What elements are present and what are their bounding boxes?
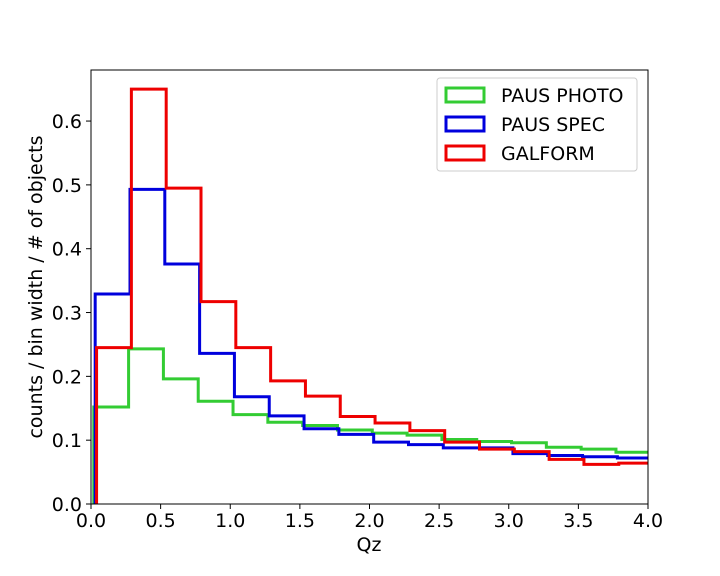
x-tick-label: 1.5 (285, 510, 315, 532)
legend-label-0: PAUS PHOTO (501, 85, 624, 107)
y-tick-label: 0.1 (52, 430, 82, 452)
series-line-2 (95, 87, 648, 504)
y-axis: 0.0 0.1 0.2 0.3 0.4 0.5 0.6 (52, 111, 91, 516)
x-axis: 0.0 0.5 1.0 1.5 2.0 2.5 3.0 3.5 4.0 (76, 504, 663, 532)
y-tick-label: 0.4 (52, 239, 82, 261)
legend: PAUS PHOTO PAUS SPEC GALFORM (436, 77, 638, 172)
x-tick-label: 3.5 (563, 510, 593, 532)
x-tick-label: 2.5 (424, 510, 454, 532)
y-tick-label: 0.2 (52, 366, 82, 388)
y-tick-label: 0.0 (52, 494, 82, 516)
legend-swatch-2 (444, 144, 486, 162)
y-tick-label: 0.5 (52, 175, 82, 197)
series-line-1 (93, 187, 648, 504)
y-axis-label: counts / bin width / # of objects (25, 135, 47, 438)
legend-swatch-1 (444, 115, 486, 133)
y-tick-label: 0.3 (52, 303, 82, 325)
plot-series (92, 87, 648, 504)
x-tick-label: 1.0 (215, 510, 245, 532)
series-line-0 (92, 347, 648, 504)
x-tick-label: 0.5 (146, 510, 176, 532)
x-axis-label: Qz (357, 534, 382, 556)
y-tick-label: 0.6 (52, 111, 82, 133)
x-tick-label: 2.0 (354, 510, 384, 532)
legend-frame (436, 77, 638, 172)
legend-swatch-0 (444, 86, 486, 104)
x-tick-label: 0.0 (76, 510, 106, 532)
legend-label-1: PAUS SPEC (501, 114, 605, 136)
legend-label-2: GALFORM (501, 143, 595, 165)
x-tick-label: 3.0 (494, 510, 524, 532)
x-tick-label: 4.0 (633, 510, 663, 532)
